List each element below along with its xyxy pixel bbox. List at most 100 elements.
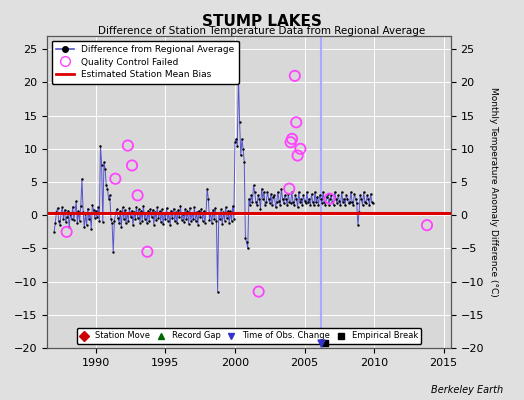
Point [156, 208, 164, 214]
Point [293, 204, 302, 210]
Point [301, 200, 310, 206]
Point [278, 196, 287, 202]
Point [245, 196, 253, 202]
Point [272, 199, 281, 205]
Point [188, 209, 196, 216]
Point [143, 220, 151, 226]
Point [166, 222, 174, 228]
Point [291, 73, 299, 79]
Point [105, 192, 114, 198]
Point [110, 217, 118, 224]
Point [174, 207, 182, 213]
Point [348, 199, 356, 205]
Point [116, 208, 124, 214]
Point [97, 162, 106, 169]
Point [247, 192, 255, 198]
Point [204, 196, 213, 202]
Point [62, 229, 71, 235]
Point [317, 340, 325, 346]
Point [71, 209, 79, 216]
Point [423, 222, 431, 228]
Point [178, 217, 186, 223]
Point [205, 217, 214, 223]
Point [362, 200, 370, 206]
Point [183, 208, 192, 214]
Point [131, 216, 139, 222]
Point [88, 202, 96, 208]
Point [343, 196, 352, 202]
Legend: Station Move, Record Gap, Time of Obs. Change, Empirical Break: Station Move, Record Gap, Time of Obs. C… [77, 328, 421, 344]
Point [325, 202, 333, 208]
Point [146, 205, 155, 212]
Point [339, 199, 347, 205]
Point [157, 219, 165, 225]
Point [173, 220, 181, 226]
Point [161, 216, 170, 222]
Point [124, 142, 132, 149]
Point [70, 217, 78, 223]
Point [241, 235, 249, 242]
Point [109, 248, 117, 255]
Point [334, 192, 342, 198]
Point [231, 139, 239, 146]
Point [72, 198, 80, 204]
Point [112, 210, 120, 216]
Point [218, 221, 226, 227]
Point [291, 192, 300, 198]
Point [197, 205, 205, 212]
Point [364, 196, 373, 202]
Point [53, 205, 62, 211]
Point [51, 220, 59, 226]
Point [253, 202, 261, 208]
Point [211, 205, 220, 211]
Point [74, 208, 83, 214]
Point [123, 209, 132, 216]
Point [296, 199, 304, 205]
Point [366, 191, 375, 197]
Point [121, 207, 129, 213]
Point [361, 199, 369, 205]
Point [184, 221, 193, 227]
Point [330, 202, 338, 208]
Point [224, 207, 232, 214]
Point [124, 218, 133, 224]
Point [315, 192, 324, 198]
Point [122, 220, 130, 226]
Point [132, 204, 140, 210]
Point [311, 189, 319, 195]
Text: Difference of Station Temperature Data from Regional Average: Difference of Station Temperature Data f… [99, 26, 425, 36]
Point [158, 206, 166, 212]
Point [77, 203, 85, 209]
Point [206, 209, 215, 216]
Point [228, 203, 237, 209]
Point [52, 209, 61, 215]
Point [285, 199, 293, 205]
Point [65, 224, 73, 230]
Point [287, 200, 295, 206]
Point [285, 186, 293, 192]
Point [255, 288, 263, 295]
Point [294, 189, 303, 195]
Point [309, 199, 317, 205]
Point [279, 200, 288, 206]
Text: Berkeley Earth: Berkeley Earth [431, 385, 503, 395]
Point [115, 219, 123, 226]
Point [250, 189, 259, 195]
Point [113, 206, 121, 212]
Point [219, 209, 227, 215]
Point [268, 202, 276, 208]
Point [267, 191, 275, 197]
Point [63, 214, 71, 220]
Point [287, 139, 295, 146]
Point [64, 207, 72, 214]
Point [67, 215, 75, 222]
Point [148, 207, 157, 213]
Point [332, 196, 340, 202]
Point [170, 218, 179, 224]
Point [145, 218, 154, 224]
Point [314, 202, 323, 208]
Point [262, 199, 270, 205]
Point [266, 200, 274, 206]
Point [57, 210, 66, 216]
Point [281, 192, 289, 198]
